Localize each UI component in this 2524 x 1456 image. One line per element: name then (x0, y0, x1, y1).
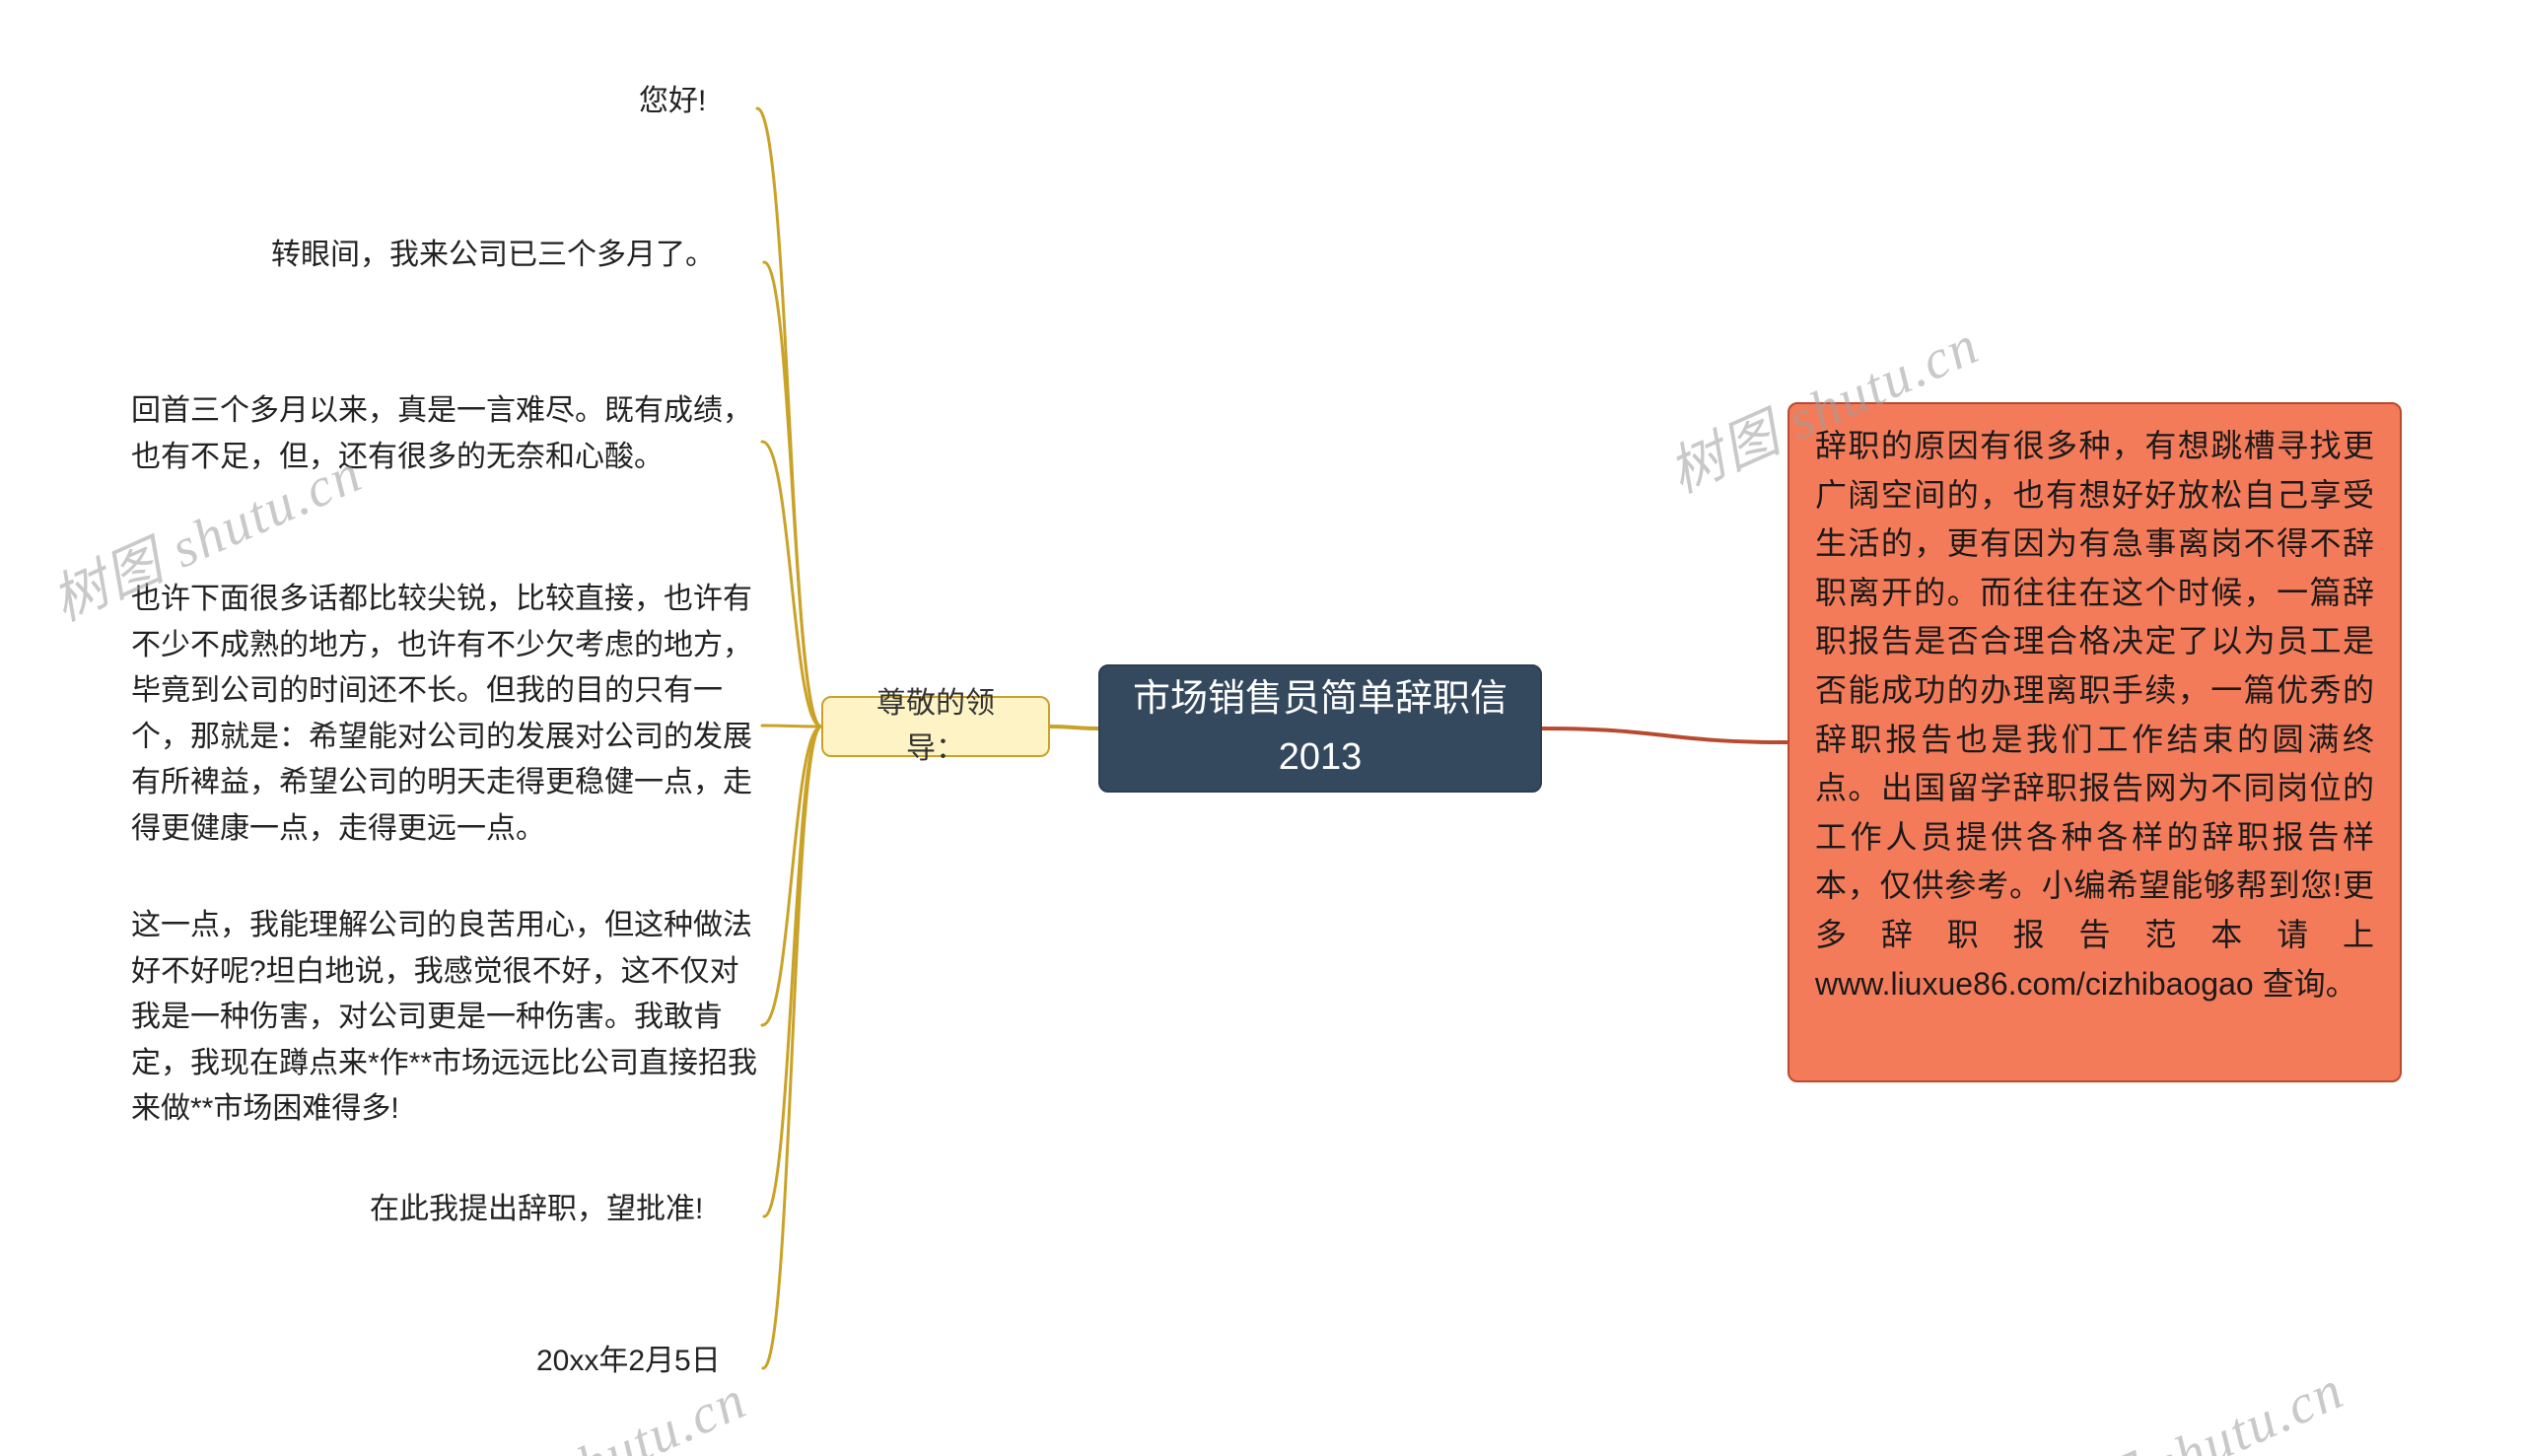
left-leaf-2[interactable]: 回首三个多月以来，真是一言难尽。既有成绩，也有不足，但，还有很多的无奈和心酸。 (131, 388, 762, 480)
left-leaf-6[interactable]: 20xx年2月5日 (536, 1339, 763, 1385)
left-leaf-0[interactable]: 您好! (639, 79, 757, 125)
watermark-3: 树图 shutu.cn (2019, 1346, 2354, 1456)
mindmap-canvas: 市场销售员简单辞职信2013 尊敬的领导： 辞职的原因有很多种，有想跳槽寻找更广… (0, 0, 2524, 1456)
left-branch-node[interactable]: 尊敬的领导： (821, 696, 1050, 757)
left-leaf-5[interactable]: 在此我提出辞职，望批准! (370, 1187, 764, 1233)
right-branch-node[interactable]: 辞职的原因有很多种，有想跳槽寻找更广阔空间的，也有想好好放松自己享受生活的，更有… (1788, 402, 2402, 1082)
left-leaf-4[interactable]: 这一点，我能理解公司的良苦用心，但这种做法好不好呢?坦白地说，我感觉很不好，这不… (131, 903, 762, 1133)
left-leaf-3[interactable]: 也许下面很多话都比较尖锐，比较直接，也许有不少不成熟的地方，也许有不少欠考虑的地… (131, 577, 762, 852)
left-leaf-1[interactable]: 转眼间，我来公司已三个多月了。 (271, 233, 764, 279)
center-node[interactable]: 市场销售员简单辞职信2013 (1098, 664, 1542, 793)
